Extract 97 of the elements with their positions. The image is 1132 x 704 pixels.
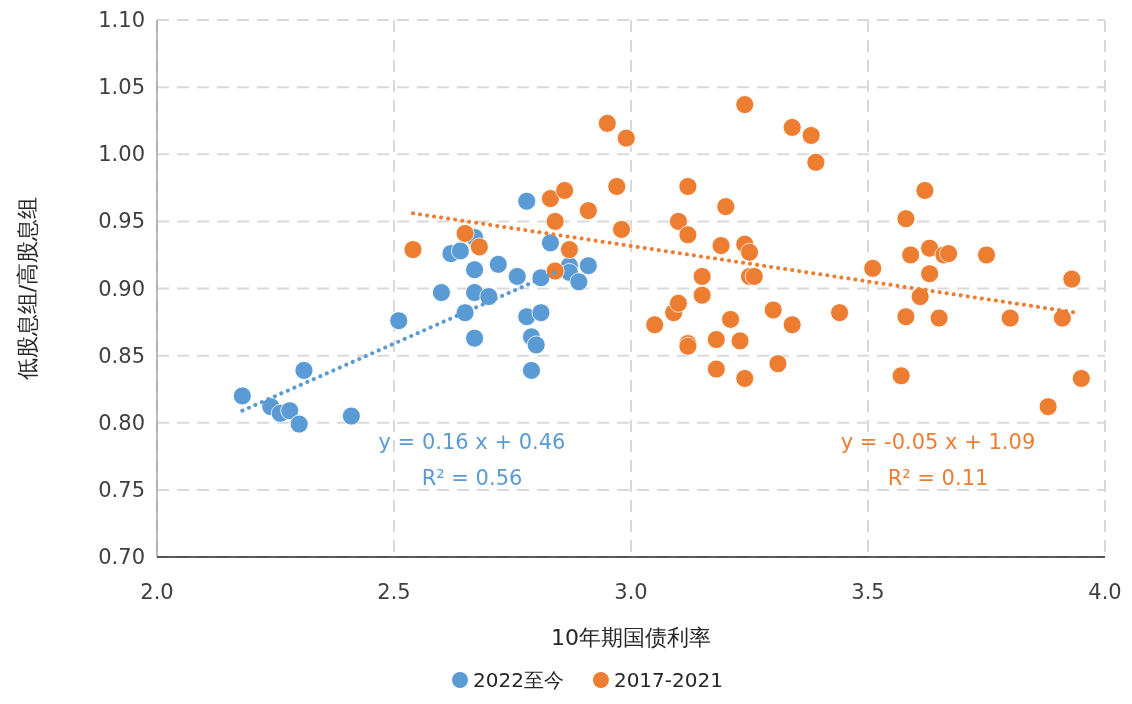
- y-tick-label: 0.75: [98, 477, 145, 502]
- point: [721, 309, 740, 329]
- point: [616, 128, 636, 148]
- point: [669, 211, 688, 231]
- point: [863, 258, 883, 278]
- point: [806, 152, 826, 172]
- point: [465, 260, 484, 280]
- point: [522, 360, 541, 380]
- point: [910, 287, 930, 306]
- point: [289, 414, 309, 434]
- point: [232, 386, 252, 406]
- point: [730, 331, 750, 351]
- x-tick-label: 2.0: [140, 580, 174, 604]
- point: [1071, 369, 1091, 388]
- point: [735, 95, 755, 114]
- x-tick-label: 2.5: [377, 580, 411, 604]
- y-tick-label: 1.05: [98, 75, 145, 100]
- point: [403, 240, 423, 259]
- point: [607, 177, 627, 196]
- point: [555, 181, 575, 200]
- point: [507, 267, 527, 286]
- annotation: R² = 0.56: [421, 466, 523, 490]
- point: [597, 113, 617, 133]
- point: [706, 359, 726, 379]
- point: [920, 238, 940, 258]
- annotation: y = 0.16 x + 0.46: [378, 430, 566, 454]
- point: [280, 401, 300, 421]
- point: [389, 311, 409, 331]
- point: [488, 254, 508, 274]
- point: [465, 328, 484, 348]
- point: [612, 220, 631, 239]
- point: [977, 245, 996, 265]
- point: [1000, 308, 1020, 328]
- point: [801, 126, 821, 145]
- point: [915, 181, 935, 200]
- point: [531, 303, 551, 323]
- x-axis-title: 10年期国债利率: [551, 625, 711, 650]
- point: [541, 233, 560, 253]
- point: [744, 267, 764, 286]
- point: [920, 264, 940, 284]
- point: [740, 242, 759, 262]
- legend-label: 2017-2021: [613, 668, 723, 692]
- point: [432, 283, 451, 302]
- point: [896, 209, 916, 229]
- point: [341, 406, 361, 426]
- point: [526, 335, 546, 355]
- legend-label: 2022至今: [473, 668, 564, 692]
- annotation: R² = 0.11: [887, 466, 989, 490]
- point: [645, 315, 665, 335]
- x-tick-label: 4.0: [1088, 580, 1122, 604]
- point: [469, 237, 489, 257]
- point: [455, 224, 475, 243]
- point: [517, 191, 537, 211]
- y-tick-label: 0.90: [98, 276, 145, 301]
- point: [545, 261, 565, 281]
- point: [678, 177, 698, 196]
- point: [929, 308, 949, 328]
- point: [294, 360, 314, 380]
- point: [782, 315, 802, 335]
- point: [569, 272, 589, 292]
- point: [891, 366, 911, 386]
- point: [939, 244, 958, 263]
- annotation: y = -0.05 x + 1.09: [840, 430, 1036, 454]
- point: [782, 118, 802, 137]
- point: [578, 201, 598, 221]
- point: [692, 267, 712, 286]
- y-axis-title: 低股息组/高股息组: [15, 196, 40, 381]
- point: [901, 245, 921, 265]
- point: [830, 303, 849, 323]
- point: [763, 300, 783, 320]
- point: [1052, 308, 1072, 328]
- point: [479, 287, 499, 306]
- point: [578, 256, 598, 276]
- x-tick-label: 3.5: [851, 580, 885, 604]
- point: [735, 369, 755, 388]
- point: [455, 303, 475, 323]
- point: [669, 293, 688, 313]
- point: [678, 225, 698, 245]
- point: [541, 189, 560, 208]
- point: [450, 241, 470, 261]
- y-tick-label: 0.80: [98, 410, 145, 435]
- y-tick-label: 1.00: [98, 142, 145, 167]
- point: [716, 197, 736, 217]
- point: [692, 285, 712, 305]
- point: [711, 236, 731, 255]
- y-tick-label: 0.95: [98, 209, 145, 234]
- point: [896, 307, 916, 327]
- y-tick-label: 0.85: [98, 343, 145, 368]
- y-tick-label: 0.70: [98, 545, 145, 569]
- point: [706, 330, 726, 349]
- point: [768, 354, 788, 374]
- point: [1038, 397, 1058, 417]
- point: [545, 211, 565, 231]
- y-tick-label: 1.10: [98, 8, 145, 32]
- point: [559, 240, 579, 259]
- point: [1062, 269, 1082, 289]
- x-tick-label: 3.0: [614, 580, 648, 604]
